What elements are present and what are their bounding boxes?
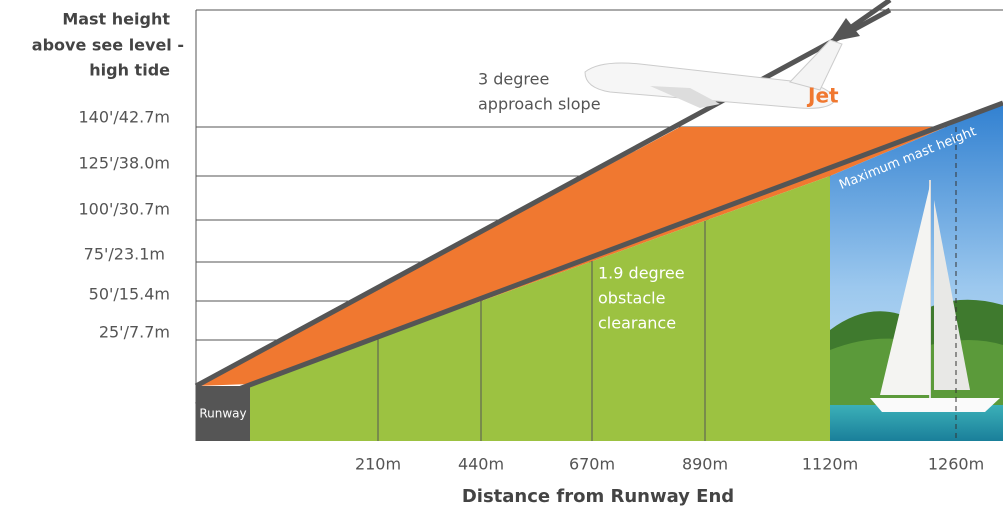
y-label: 75'/23.1m [84,245,165,264]
plane: Jet [585,40,842,108]
logo: Jet [806,84,839,108]
x-title: Distance from Runway End [462,486,734,507]
y-label: 125'/38.0m [78,154,170,173]
clearance-label: obstacle [598,289,665,308]
x-label: 210m [355,455,401,474]
y-title: above see level - [32,36,184,55]
x-label: 1260m [928,455,984,474]
y-label: 25'/7.7m [99,323,170,342]
y-label: 100'/30.7m [78,200,170,219]
clearance-label: 1.9 degree [598,264,685,283]
y-title: Mast height [62,10,170,29]
x-label: 670m [569,455,615,474]
diagram: Runway Jet Mast height above see level -… [0,0,1003,509]
x-label: 890m [682,455,728,474]
approach-label: 3 degree [478,70,549,89]
y-label: 50'/15.4m [89,285,170,304]
runway-label: Runway [199,407,246,421]
x-label: 1120m [802,455,858,474]
approach-label: approach slope [478,95,601,114]
clearance-label: clearance [598,314,676,333]
x-label: 440m [458,455,504,474]
y-title: high tide [89,61,170,80]
y-label: 140'/42.7m [78,108,170,127]
